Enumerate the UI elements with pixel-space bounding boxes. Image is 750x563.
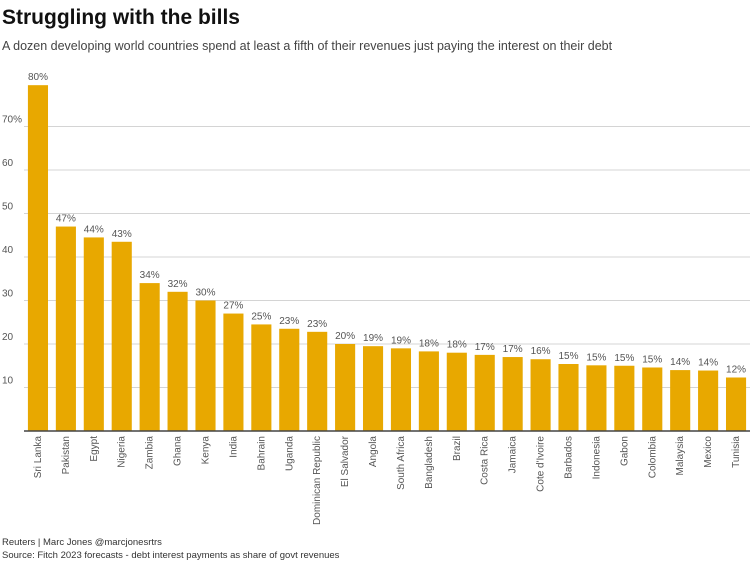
data-label: 12%	[726, 364, 746, 375]
x-tick-label: South Africa	[396, 436, 407, 490]
bar	[558, 364, 579, 431]
data-label: 15%	[586, 352, 606, 363]
bar	[335, 344, 356, 431]
y-tick-label: 10	[2, 376, 14, 387]
x-tick-label: Cote d'Ivoire	[536, 436, 547, 492]
data-label: 80%	[28, 72, 48, 83]
x-tick-label: Angola	[368, 436, 379, 468]
data-label: 23%	[307, 319, 327, 330]
bar	[502, 357, 523, 431]
data-label: 17%	[503, 344, 523, 355]
bar	[195, 300, 216, 431]
source-line: Source: Fitch 2023 forecasts - debt inte…	[2, 550, 340, 561]
data-label: 23%	[279, 316, 299, 327]
x-tick-label: Tunisia	[731, 436, 742, 468]
data-label: 19%	[363, 333, 383, 344]
x-tick-label: Mexico	[703, 436, 714, 468]
x-tick-label: Kenya	[201, 436, 212, 465]
x-tick-label: Uganda	[284, 436, 295, 471]
data-label: 43%	[112, 229, 132, 240]
bar	[139, 283, 160, 431]
data-label: 18%	[447, 340, 467, 351]
credit-line: Reuters | Marc Jones @marcjonesrtrs	[2, 537, 162, 548]
data-label: 14%	[698, 358, 718, 369]
x-tick-label: Dominican Republic	[312, 436, 323, 525]
chart-title: Struggling with the bills	[2, 6, 240, 29]
bar	[362, 346, 384, 431]
data-label: 20%	[335, 331, 355, 342]
bar	[27, 85, 49, 432]
bar	[83, 237, 104, 431]
bar	[474, 354, 495, 431]
y-tick-label: 40	[2, 245, 14, 256]
y-tick-label: 50	[2, 202, 14, 213]
x-tick-label: El Salvador	[340, 435, 351, 487]
bar	[446, 352, 467, 431]
bar	[223, 313, 244, 431]
x-tick-label: Colombia	[647, 436, 658, 479]
x-tick-label: Egypt	[89, 436, 100, 462]
bar	[390, 348, 412, 431]
x-tick-label: Gabon	[619, 436, 630, 466]
data-label: 34%	[140, 270, 160, 281]
x-tick-label: Sri Lanka	[33, 436, 44, 479]
data-label: 15%	[642, 354, 662, 365]
data-label: 14%	[670, 357, 690, 368]
bar	[307, 331, 328, 431]
data-label: 44%	[84, 224, 104, 235]
bar	[725, 377, 747, 431]
data-label: 16%	[531, 346, 551, 357]
data-label: 19%	[391, 335, 411, 346]
x-tick-label: Malaysia	[675, 436, 686, 476]
data-label: 17%	[475, 342, 495, 353]
data-label: 18%	[419, 338, 439, 349]
bar	[111, 241, 132, 431]
y-tick-label: 60	[2, 158, 14, 169]
bar	[530, 359, 551, 431]
bar	[642, 367, 663, 431]
bar	[55, 226, 76, 431]
chart-subtitle: A dozen developing world countries spend…	[2, 39, 613, 53]
x-tick-label: Bahrain	[256, 436, 267, 470]
bar	[698, 370, 719, 431]
bar	[418, 351, 439, 431]
y-tick-label: 30	[2, 289, 14, 300]
bar	[279, 328, 300, 431]
x-tick-label: Costa Rica	[480, 436, 491, 485]
x-tick-label: Pakistan	[61, 436, 72, 474]
bar	[586, 365, 607, 431]
y-tick-label: 20	[2, 332, 14, 343]
x-tick-label: Nigeria	[117, 436, 128, 468]
x-tick-label: Jamaica	[508, 436, 519, 474]
data-label: 15%	[614, 353, 634, 364]
y-tick-label: 70%	[2, 115, 22, 126]
bar	[251, 324, 272, 431]
x-tick-label: Brazil	[452, 436, 463, 461]
data-label: 30%	[195, 288, 215, 299]
bar	[614, 365, 635, 431]
data-label: 32%	[168, 279, 188, 290]
x-tick-label: Bangladesh	[424, 436, 435, 489]
x-tick-label: Zambia	[145, 436, 156, 470]
data-label: 25%	[251, 311, 271, 322]
x-tick-label: Indonesia	[591, 436, 602, 480]
x-tick-label: Barbados	[564, 436, 575, 479]
bar	[670, 370, 691, 431]
data-label: 27%	[223, 301, 243, 312]
data-label: 47%	[56, 214, 76, 225]
bar	[167, 291, 188, 431]
x-tick-label: Ghana	[173, 436, 184, 466]
x-tick-label: India	[228, 436, 239, 458]
data-label: 15%	[558, 351, 578, 362]
